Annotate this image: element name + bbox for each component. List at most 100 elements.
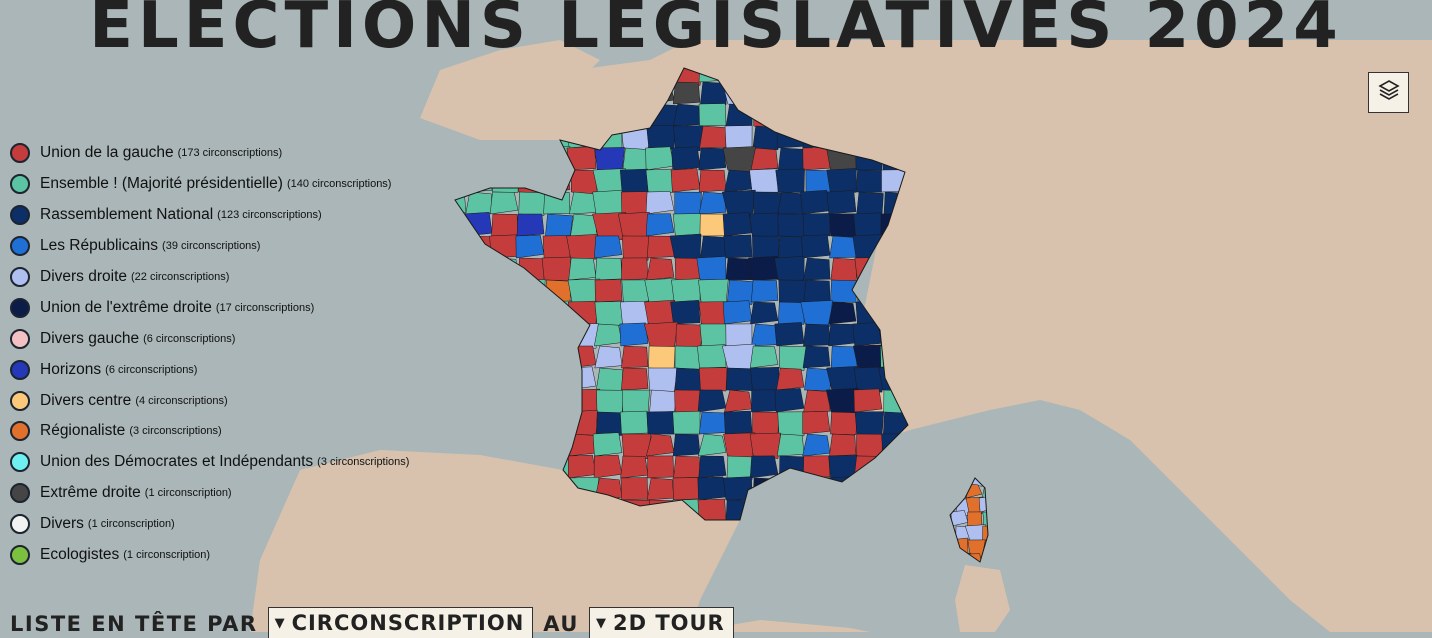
district-cell[interactable] (594, 345, 623, 369)
district-cell[interactable] (620, 191, 649, 215)
district-cell[interactable] (566, 146, 597, 171)
district-cell[interactable] (463, 410, 493, 435)
district-cell[interactable] (907, 477, 934, 501)
district-cell[interactable] (541, 322, 574, 350)
district-cell[interactable] (800, 300, 833, 327)
district-cell[interactable] (748, 255, 779, 281)
district-cell[interactable] (516, 213, 545, 237)
district-cell[interactable] (803, 257, 831, 281)
district-cell[interactable] (907, 522, 935, 544)
district-cell[interactable] (825, 387, 859, 415)
district-cell[interactable] (830, 411, 858, 436)
district-cell[interactable] (830, 257, 858, 282)
district-cell[interactable] (775, 168, 805, 193)
district-cell[interactable] (670, 300, 701, 325)
district-cell[interactable] (592, 212, 627, 241)
district-cell[interactable] (942, 483, 959, 503)
district-cell[interactable] (750, 147, 779, 171)
district-cell[interactable] (723, 234, 753, 259)
district-cell[interactable] (698, 169, 727, 193)
district-cell[interactable] (936, 566, 957, 585)
district-cell[interactable] (981, 483, 996, 499)
district-cell[interactable] (593, 454, 623, 479)
district-cell[interactable] (622, 389, 650, 414)
district-cell[interactable] (779, 522, 805, 545)
district-cell[interactable] (437, 146, 467, 171)
district-cell[interactable] (592, 190, 623, 215)
district-cell[interactable] (545, 213, 574, 240)
district-cell[interactable] (724, 169, 753, 193)
district-cell[interactable] (777, 301, 805, 325)
district-cell[interactable] (619, 168, 649, 193)
district-cell[interactable] (673, 455, 701, 479)
district-cell[interactable] (856, 522, 882, 545)
district-cell[interactable] (491, 345, 519, 369)
district-cell[interactable] (568, 454, 597, 479)
district-cell[interactable] (803, 323, 831, 347)
district-cell[interactable] (621, 345, 649, 369)
district-cell[interactable] (802, 521, 830, 544)
district-cell[interactable] (951, 470, 969, 485)
district-cell[interactable] (647, 367, 678, 394)
district-cell[interactable] (593, 323, 623, 347)
district-cell[interactable] (725, 257, 753, 281)
district-cell[interactable] (440, 235, 468, 260)
district-cell[interactable] (802, 213, 831, 237)
district-cell[interactable] (880, 477, 908, 501)
district-cell[interactable] (778, 279, 807, 305)
district-cell[interactable] (646, 257, 675, 281)
district-cell[interactable] (854, 477, 883, 501)
district-cell[interactable] (853, 388, 883, 413)
district-cell[interactable] (776, 367, 805, 391)
district-cell[interactable] (643, 321, 679, 351)
district-cell[interactable] (594, 279, 623, 303)
district-cell[interactable] (543, 411, 571, 435)
district-cell[interactable] (774, 322, 805, 347)
district-cell[interactable] (466, 301, 494, 326)
round-select[interactable]: ▼ 2D TOUR (588, 607, 734, 638)
district-cell[interactable] (566, 234, 598, 260)
district-cell[interactable] (724, 125, 753, 149)
district-cell[interactable] (878, 454, 910, 480)
district-cell[interactable] (646, 477, 675, 501)
district-cell[interactable] (700, 81, 728, 106)
district-cell[interactable] (698, 367, 728, 392)
district-cell[interactable] (749, 212, 779, 237)
district-cell[interactable] (749, 432, 781, 459)
district-cell[interactable] (644, 299, 675, 325)
district-cell[interactable] (620, 455, 649, 479)
district-cell[interactable] (696, 256, 727, 281)
district-cell[interactable] (592, 432, 623, 457)
district-cell[interactable] (749, 455, 779, 479)
district-cell[interactable] (489, 410, 522, 438)
district-cell[interactable] (938, 469, 955, 485)
layers-button[interactable] (1368, 72, 1409, 113)
district-cell[interactable] (516, 279, 546, 304)
district-cell[interactable] (697, 389, 727, 413)
district-cell[interactable] (803, 477, 832, 502)
district-cell[interactable] (752, 477, 781, 503)
district-cell[interactable] (941, 539, 957, 557)
district-cell[interactable] (669, 233, 702, 260)
district-cell[interactable] (570, 213, 598, 238)
district-cell[interactable] (672, 411, 701, 435)
district-cell[interactable] (519, 345, 547, 371)
district-cell[interactable] (698, 455, 727, 479)
district-cell[interactable] (673, 125, 704, 152)
district-cell[interactable] (439, 367, 467, 391)
district-cell[interactable] (804, 367, 832, 392)
district-cell[interactable] (465, 323, 493, 347)
district-cell[interactable] (750, 323, 779, 347)
district-cell[interactable] (516, 411, 545, 435)
district-cell[interactable] (697, 433, 727, 457)
district-cell[interactable] (621, 367, 649, 391)
district-cell[interactable] (749, 168, 779, 193)
district-cell[interactable] (723, 410, 753, 435)
district-cell[interactable] (672, 477, 701, 501)
district-cell[interactable] (779, 345, 807, 371)
district-cell[interactable] (828, 455, 858, 480)
district-cell[interactable] (826, 168, 857, 193)
district-cell[interactable] (803, 455, 831, 479)
district-cell[interactable] (621, 235, 651, 261)
district-cell[interactable] (517, 433, 547, 459)
